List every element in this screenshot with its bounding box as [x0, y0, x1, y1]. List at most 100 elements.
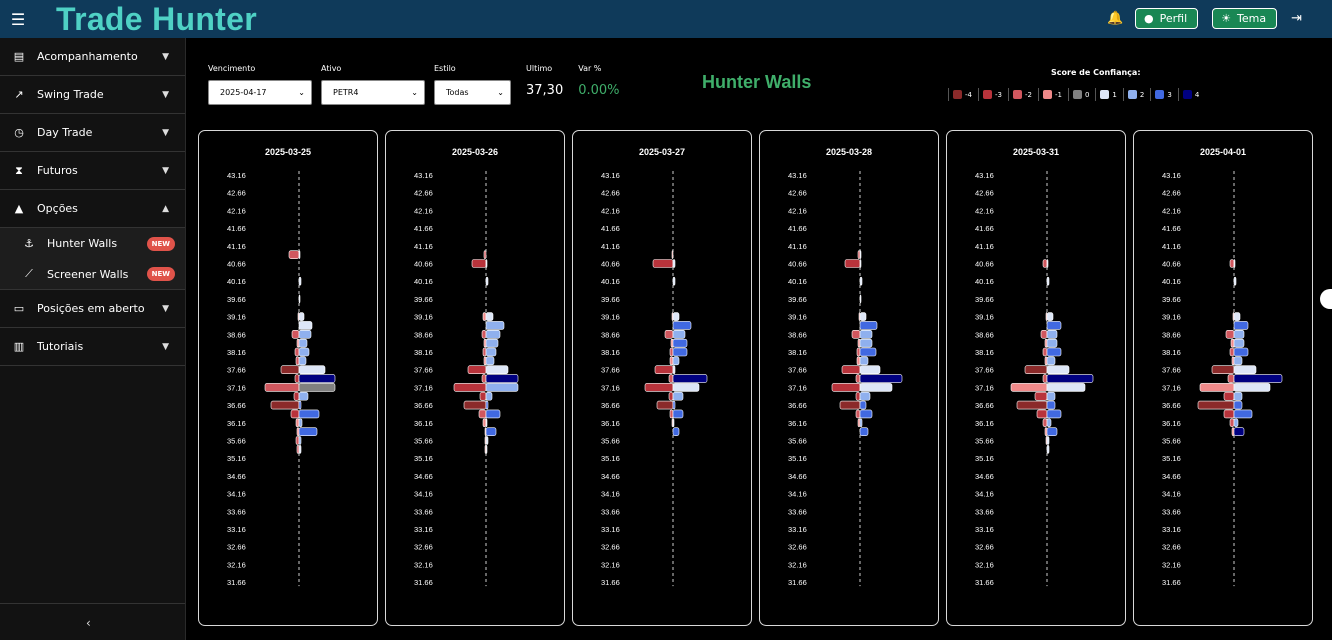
wall-bar-right[interactable]	[1233, 276, 1237, 286]
wall-bar-right[interactable]	[298, 400, 302, 410]
wall-bar-right[interactable]	[859, 259, 862, 268]
wall-bar-right[interactable]	[1046, 436, 1050, 445]
wall-bar-right[interactable]	[485, 312, 494, 321]
wall-bar-right[interactable]	[672, 400, 676, 410]
wall-bar-right[interactable]	[1046, 418, 1052, 428]
wall-bar-right[interactable]	[672, 365, 676, 374]
wall-bar-right[interactable]	[672, 409, 684, 419]
wall-bar-right[interactable]	[298, 250, 301, 259]
wall-bar-right[interactable]	[298, 383, 336, 392]
wall-bar-right[interactable]	[672, 383, 700, 392]
wall-bar-left[interactable]	[295, 356, 300, 366]
wall-bar-left[interactable]	[1044, 338, 1048, 348]
wall-bar-left[interactable]	[855, 409, 861, 419]
wall-bar-right[interactable]	[298, 347, 310, 357]
wall-bar-left[interactable]	[264, 383, 300, 392]
wall-bar-left[interactable]	[1042, 374, 1048, 383]
wall-bar-right[interactable]	[485, 330, 501, 339]
wall-bar-right[interactable]	[859, 250, 862, 259]
wall-bar-right[interactable]	[298, 294, 301, 304]
wall-bar-right[interactable]	[485, 365, 509, 374]
wall-bar-left[interactable]	[294, 347, 300, 357]
wall-bar-left[interactable]	[1016, 400, 1048, 410]
sidebar-item-hunter-walls[interactable]: ⚓ Hunter Walls NEW	[0, 228, 185, 259]
wall-bar-left[interactable]	[851, 330, 861, 339]
wall-bar-right[interactable]	[1233, 400, 1243, 410]
wall-bar-right[interactable]	[1233, 312, 1241, 321]
vencimento-select[interactable]: 2025-04-17 ⌄	[208, 80, 312, 105]
wall-bar-left[interactable]	[471, 259, 487, 268]
wall-bar-right[interactable]	[298, 374, 336, 383]
wall-bar-right[interactable]	[1046, 374, 1094, 383]
wall-bar-right[interactable]	[485, 383, 519, 392]
wall-bar-right[interactable]	[859, 409, 873, 419]
wall-bar-left[interactable]	[482, 418, 487, 428]
ativo-select[interactable]: PETR4 ⌄	[321, 80, 425, 105]
bell-icon[interactable]: 🔔	[1107, 10, 1124, 26]
side-tab-handle[interactable]	[1320, 289, 1332, 309]
wall-bar-right[interactable]	[672, 418, 675, 428]
wall-bar-right[interactable]	[672, 259, 676, 268]
wall-bar-right[interactable]	[485, 374, 519, 383]
wall-bar-left[interactable]	[1231, 427, 1235, 436]
wall-bar-right[interactable]	[485, 400, 489, 410]
wall-bar-left[interactable]	[652, 259, 674, 268]
wall-bar-right[interactable]	[672, 338, 688, 348]
wall-bar-right[interactable]	[1233, 321, 1249, 330]
wall-bar-right[interactable]	[1046, 427, 1058, 436]
wall-bar-left[interactable]	[1010, 383, 1048, 392]
collapse-sidebar-icon[interactable]: ‹	[86, 616, 91, 630]
wall-bar-left[interactable]	[669, 347, 674, 357]
wall-bar-right[interactable]	[859, 312, 867, 321]
wall-bar-right[interactable]	[485, 276, 489, 286]
wall-bar-right[interactable]	[1233, 338, 1245, 348]
wall-bar-left[interactable]	[1024, 365, 1048, 374]
wall-bar-left[interactable]	[483, 250, 487, 259]
wall-bar-right[interactable]	[672, 391, 684, 401]
wall-bar-right[interactable]	[859, 330, 873, 339]
wall-bar-right[interactable]	[859, 294, 862, 304]
wall-bar-right[interactable]	[1233, 409, 1253, 419]
wall-bar-right[interactable]	[1233, 330, 1245, 339]
wall-bar-left[interactable]	[669, 356, 674, 366]
wall-bar-left[interactable]	[855, 374, 861, 383]
wall-bar-right[interactable]	[298, 391, 309, 401]
wall-bar-right[interactable]	[672, 276, 676, 286]
wall-bar-left[interactable]	[291, 330, 300, 339]
wall-bar-right[interactable]	[1233, 365, 1257, 374]
wall-bar-left[interactable]	[280, 365, 300, 374]
wall-bar-right[interactable]	[672, 330, 686, 339]
wall-bar-left[interactable]	[1229, 259, 1235, 268]
estilo-select[interactable]: Todas ⌄	[434, 80, 511, 105]
sidebar-item-futuros[interactable]: ⧗ Futuros ▼	[0, 152, 185, 190]
wall-bar-right[interactable]	[1046, 356, 1056, 366]
sidebar-item-posicoes[interactable]: ▭ Posições em aberto ▼	[0, 290, 185, 328]
wall-bar-right[interactable]	[1233, 347, 1249, 357]
wall-bar-right[interactable]	[859, 321, 878, 330]
wall-bar-right[interactable]	[859, 356, 869, 366]
wall-bar-left[interactable]	[1223, 409, 1235, 419]
wall-bar-right[interactable]	[859, 338, 873, 348]
wall-bar-right[interactable]	[1046, 391, 1056, 401]
wall-bar-right[interactable]	[1233, 383, 1271, 392]
wall-bar-left[interactable]	[1044, 427, 1048, 436]
wall-bar-left[interactable]	[1199, 383, 1235, 392]
wall-bar-left[interactable]	[668, 391, 674, 401]
wall-bar-left[interactable]	[839, 400, 861, 410]
wall-bar-right[interactable]	[1046, 365, 1070, 374]
wall-bar-right[interactable]	[672, 312, 680, 321]
wall-bar-right[interactable]	[859, 400, 867, 410]
wall-bar-left[interactable]	[1044, 356, 1048, 366]
sidebar-item-swing-trade[interactable]: ↗ Swing Trade ▼	[0, 76, 185, 114]
wall-bar-left[interactable]	[644, 383, 674, 392]
wall-bar-right[interactable]	[1233, 259, 1236, 268]
wall-bar-right[interactable]	[672, 321, 692, 330]
wall-bar-right[interactable]	[1233, 391, 1243, 401]
wall-bar-right[interactable]	[1046, 259, 1049, 268]
wall-bar-right[interactable]	[298, 445, 302, 454]
wall-bar-left[interactable]	[654, 365, 674, 374]
wall-bar-right[interactable]	[298, 356, 307, 366]
wall-bar-right[interactable]	[485, 409, 501, 419]
wall-bar-left[interactable]	[664, 330, 674, 339]
wall-bar-left[interactable]	[479, 391, 487, 401]
